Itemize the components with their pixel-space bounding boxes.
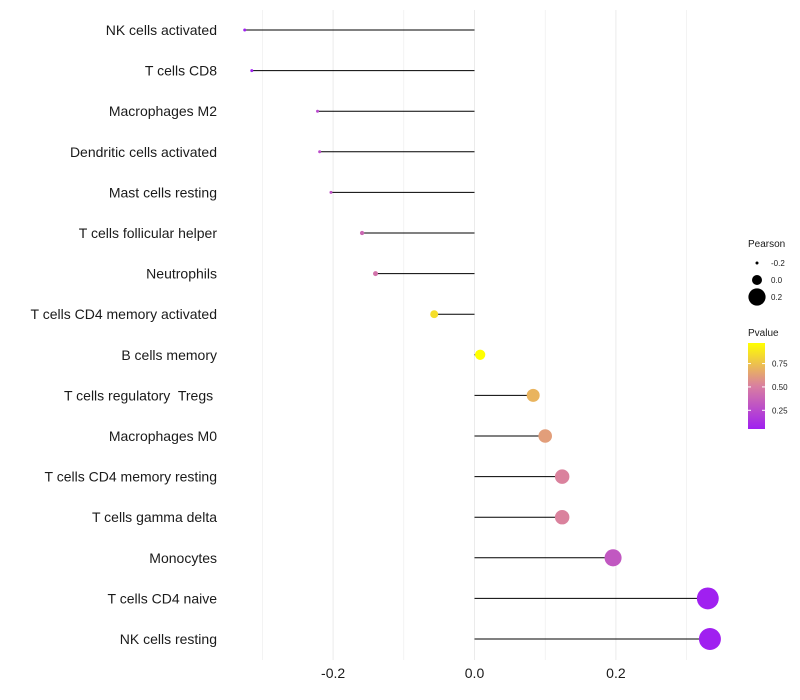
category-label: Macrophages M0	[109, 428, 217, 444]
lollipop-point	[318, 150, 322, 154]
category-label: T cells CD4 naive	[108, 590, 218, 606]
lollipop-point	[538, 429, 552, 443]
category-label: T cells regulatory Tregs	[64, 387, 217, 403]
x-axis-ticks: -0.2 0.0 0.2	[321, 665, 626, 681]
size-legend-label: 0.0	[771, 276, 783, 285]
color-legend-bar	[748, 343, 765, 429]
size-legend-dot	[748, 288, 766, 306]
lollipop-point	[316, 109, 320, 113]
category-label: Mast cells resting	[109, 184, 217, 200]
lollipop-point	[359, 230, 365, 236]
size-legend-items: -0.2 0.0 0.2	[748, 259, 785, 306]
color-legend-tick-label: 0.50	[772, 383, 788, 392]
color-legend-tick-label: 0.25	[772, 406, 788, 415]
x-tick-label: 0.2	[606, 665, 626, 681]
size-legend-dot	[755, 261, 759, 265]
lollipop-point	[526, 388, 540, 402]
category-label: T cells CD4 memory activated	[31, 306, 217, 322]
lollipop-point	[554, 509, 570, 525]
size-legend-label: 0.2	[771, 293, 783, 302]
category-label: T cells gamma delta	[92, 509, 217, 525]
color-legend-tick-label: 0.75	[772, 360, 788, 369]
lollipop-point	[554, 469, 570, 484]
lollipop-point	[475, 349, 486, 360]
size-legend-label: -0.2	[771, 259, 785, 268]
size-legend-dot	[752, 275, 762, 285]
x-tick-label: 0.0	[465, 665, 485, 681]
category-labels: NK cells activated T cells CD8 Macrophages…	[31, 22, 218, 647]
lollipop-point	[696, 587, 719, 610]
x-tick-label: -0.2	[321, 665, 345, 681]
grid-layer	[262, 10, 687, 660]
lollipop-point	[604, 549, 622, 567]
stem-layer	[244, 29, 710, 640]
lollipop-point	[329, 190, 333, 194]
point-layer	[243, 28, 721, 650]
category-label: Dendritic cells activated	[70, 144, 217, 160]
category-label: T cells CD8	[145, 63, 217, 79]
lollipop-point	[698, 628, 721, 650]
lollipop-point	[430, 310, 439, 319]
category-label: Neutrophils	[146, 266, 217, 282]
color-legend-title: Pvalue	[748, 328, 779, 339]
legend: Pearson -0.2 0.0 0.2 Pvalue 0.75 0.50 0.25	[748, 239, 788, 429]
size-legend-title: Pearson	[748, 239, 785, 250]
category-label: Monocytes	[149, 550, 217, 566]
lollipop-point	[243, 28, 247, 32]
category-label: B cells memory	[121, 347, 217, 363]
category-label: NK cells resting	[120, 631, 217, 647]
color-legend-ticks: 0.75 0.50 0.25	[748, 360, 788, 415]
category-label: T cells follicular helper	[79, 225, 218, 241]
category-label: Macrophages M2	[109, 103, 217, 119]
lollipop-point	[250, 69, 254, 73]
lollipop-point	[373, 271, 378, 277]
category-label: NK cells activated	[106, 22, 217, 38]
category-label: T cells CD4 memory resting	[45, 469, 217, 485]
